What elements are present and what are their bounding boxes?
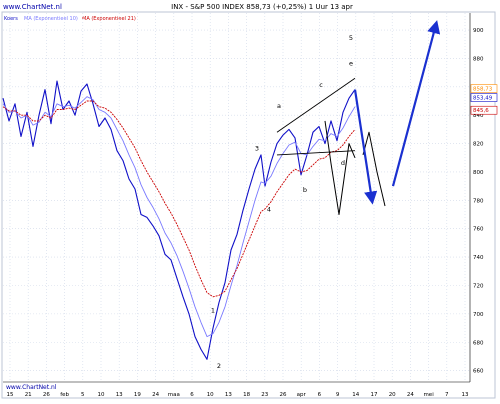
x-tick-label: 10: [98, 392, 105, 398]
y-tick-label: 720: [473, 283, 484, 289]
y-tick-label: 760: [473, 227, 484, 233]
x-tick-label: 13: [116, 392, 123, 398]
footer-site: www.ChartNet.nl: [6, 384, 57, 391]
x-tick-label: feb: [60, 392, 69, 398]
legend-ma21: MA (Exponentieel 21): [82, 16, 136, 22]
legend-ma10: MA (Exponentieel 10): [24, 16, 78, 22]
chart-frame: [1, 11, 496, 399]
wave-label-e: e: [349, 60, 353, 68]
chart-title: INX - S&P 500 INDEX 858,73 (+0,25%) 1 Uu…: [171, 3, 353, 11]
price-label: 858,73: [473, 87, 493, 93]
x-tick-label: 21: [25, 392, 32, 398]
x-tick-label: 7: [445, 392, 449, 398]
wave-label-b: b: [303, 186, 307, 194]
x-tick-label: 13: [462, 392, 469, 398]
wave-label-2: 2: [217, 362, 221, 370]
forecast-arrow-1: [353, 89, 378, 205]
x-tick-label: 26: [43, 392, 50, 398]
y-tick-label: 780: [473, 198, 484, 204]
series-group: [2, 80, 386, 360]
wave-annotations: 1 2 3 4 a b c d e 5: [211, 20, 441, 370]
x-tick-label: 6: [190, 392, 194, 398]
y-axis: 660680700720740760780800820840860880900: [469, 13, 484, 382]
y-tick-label: 740: [473, 255, 484, 261]
wave-label-d: d: [341, 159, 345, 167]
y-tick-label: 820: [473, 142, 484, 148]
x-tick-label: 24: [152, 392, 159, 398]
price-labels: 858,73 853,49 845,6: [470, 84, 498, 115]
x-tick-label: 18: [243, 392, 250, 398]
x-tick-label: 14: [352, 392, 359, 398]
price-label: 853,49: [473, 96, 493, 102]
x-tick-label: 9: [336, 392, 340, 398]
series-ma21-line: [2, 100, 356, 298]
x-tick-label: 23: [261, 392, 268, 398]
y-tick-label: 700: [473, 312, 484, 318]
y-tick-label: 680: [473, 340, 484, 346]
x-tick-label: 5: [81, 392, 85, 398]
x-tick-label: 17: [371, 392, 378, 398]
wave-path-line: [362, 131, 386, 207]
forecast-arrow-2: [391, 20, 441, 187]
wave-label-1: 1: [211, 306, 215, 314]
wave-label-4: 4: [267, 206, 271, 214]
x-axis: 15 21 26 feb 5 10 13 19 24 maa 6 10 13 18 23 26 apr 6 9 14 1…: [3, 381, 470, 398]
y-tick-label: 900: [473, 28, 484, 34]
wave-path-line: [324, 120, 356, 215]
x-tick-label: 19: [134, 392, 141, 398]
x-tick-label: 24: [407, 392, 414, 398]
price-label-box: [470, 93, 498, 102]
channel-upper-line: [276, 77, 356, 133]
x-tick-label: 26: [280, 392, 287, 398]
y-tick-label: 660: [473, 369, 484, 375]
site-title: www.ChartNet.nl: [3, 3, 62, 11]
x-tick-label: 10: [207, 392, 214, 398]
y-tick-label: 840: [473, 113, 484, 119]
x-tick-label: apr: [297, 392, 307, 398]
y-tick-label: 800: [473, 170, 484, 176]
wave-label-3: 3: [255, 145, 259, 153]
x-tick-label: maa: [168, 392, 180, 398]
x-tick-label: 13: [225, 392, 232, 398]
price-label: 845,6: [473, 108, 489, 114]
price-label-box: [470, 84, 498, 93]
wave-label-a: a: [277, 102, 281, 110]
x-tick-label: 15: [7, 392, 14, 398]
legend-close: Koers: [4, 16, 18, 22]
y-tick-label: 880: [473, 56, 484, 62]
series-ma10-line: [2, 96, 356, 338]
x-tick-label: mei: [423, 392, 434, 398]
x-tick-label: 20: [389, 392, 396, 398]
channel-lower-line: [276, 150, 356, 156]
wave-label-c: c: [319, 81, 323, 89]
x-tick-label: 6: [318, 392, 322, 398]
price-label-box: [470, 105, 498, 115]
wave-label-5: 5: [349, 34, 353, 42]
